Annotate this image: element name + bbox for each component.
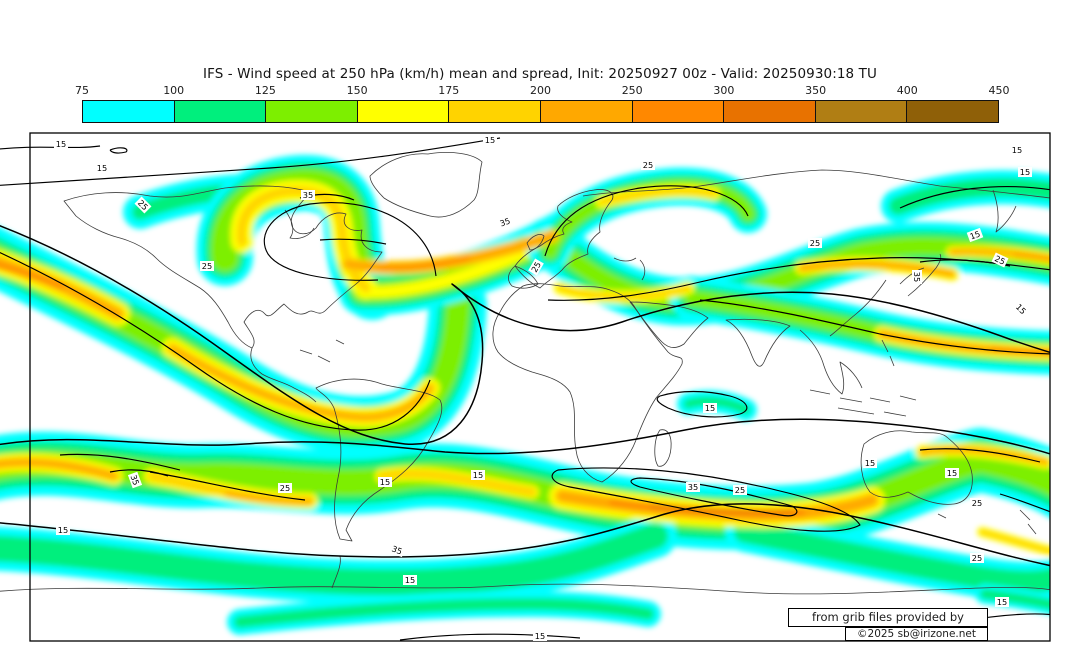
- contour-label: 35: [303, 190, 313, 200]
- contour-label: 15: [865, 458, 875, 468]
- contour-label: 15: [380, 477, 390, 487]
- contour-label: 15: [535, 631, 545, 641]
- colorbar-tick: 150: [346, 84, 368, 97]
- colorbar-tick: 250: [621, 84, 643, 97]
- contour-label: 25: [972, 553, 982, 563]
- contour-label: 35: [498, 216, 511, 229]
- contour-label: 15: [405, 575, 415, 585]
- contour-label: 15: [1012, 145, 1022, 155]
- contour-label: 15: [56, 139, 66, 149]
- contour-label: 35: [688, 482, 698, 492]
- colorbar-segment: [723, 101, 815, 122]
- contour-label: 25: [202, 261, 212, 271]
- chart-title: IFS - Wind speed at 250 hPa (km/h) mean …: [203, 66, 877, 82]
- colorbar-segment: [631, 101, 724, 122]
- colorbar-tick: 300: [713, 84, 735, 97]
- copyright-box: ©2025 sb@irizone.net: [845, 627, 988, 641]
- colorbar-segment: [448, 101, 540, 122]
- colorbar: [82, 100, 999, 123]
- contour-label: 15: [1014, 302, 1028, 316]
- contour-label: 35: [912, 272, 922, 282]
- contour-label: 25: [529, 260, 543, 274]
- spread-contour-lines: [0, 137, 1050, 641]
- colorbar-segment: [906, 101, 998, 122]
- colorbar-tick: 75: [75, 84, 89, 97]
- contour-label: 15: [997, 597, 1007, 607]
- contour-label: 25: [643, 160, 653, 170]
- contour-label: 35: [390, 544, 403, 557]
- contour-label: 15: [58, 525, 68, 535]
- contour-label: 25: [810, 238, 820, 248]
- contour-label: 25: [972, 498, 982, 508]
- colorbar-segment: [356, 101, 449, 122]
- contour-label: 15: [947, 468, 957, 478]
- colorbar-tick-labels: 75 100 125 150 175 200 250 300 350 400 450: [75, 84, 1010, 98]
- data-source-box: from grib files provided by ECMWF: [788, 608, 988, 641]
- colorbar-segment: [539, 101, 632, 122]
- colorbar-tick: 175: [438, 84, 460, 97]
- colorbar-segment: [173, 101, 266, 122]
- contour-label: 15: [705, 403, 715, 413]
- colorbar-segment: [83, 101, 174, 122]
- contour-labels: 15 15 15 15 15 25 35 25 35 25 25 25 35 25 15 15 15 15 35 15…: [54, 135, 1032, 641]
- contour-label: 15: [1020, 167, 1030, 177]
- contour-label: 15: [473, 470, 483, 480]
- wind-speed-fill-bands: [0, 154, 1050, 635]
- colorbar-tick: 200: [530, 84, 551, 97]
- colorbar-tick: 100: [163, 84, 185, 97]
- colorbar-segment: [265, 101, 357, 122]
- colorbar-tick: 125: [254, 84, 276, 97]
- contour-label: 25: [993, 253, 1007, 266]
- contour-label: 15: [97, 163, 107, 173]
- colorbar-segment: [814, 101, 907, 122]
- colorbar-tick: 400: [896, 84, 918, 97]
- colorbar-tick: 450: [988, 84, 1010, 97]
- contour-label: 15: [968, 229, 981, 242]
- colorbar-tick: 350: [805, 84, 827, 97]
- contour-label: 15: [485, 135, 495, 145]
- contour-label: 35: [129, 473, 142, 486]
- contour-label: 25: [735, 485, 745, 495]
- contour-label: 25: [280, 483, 290, 493]
